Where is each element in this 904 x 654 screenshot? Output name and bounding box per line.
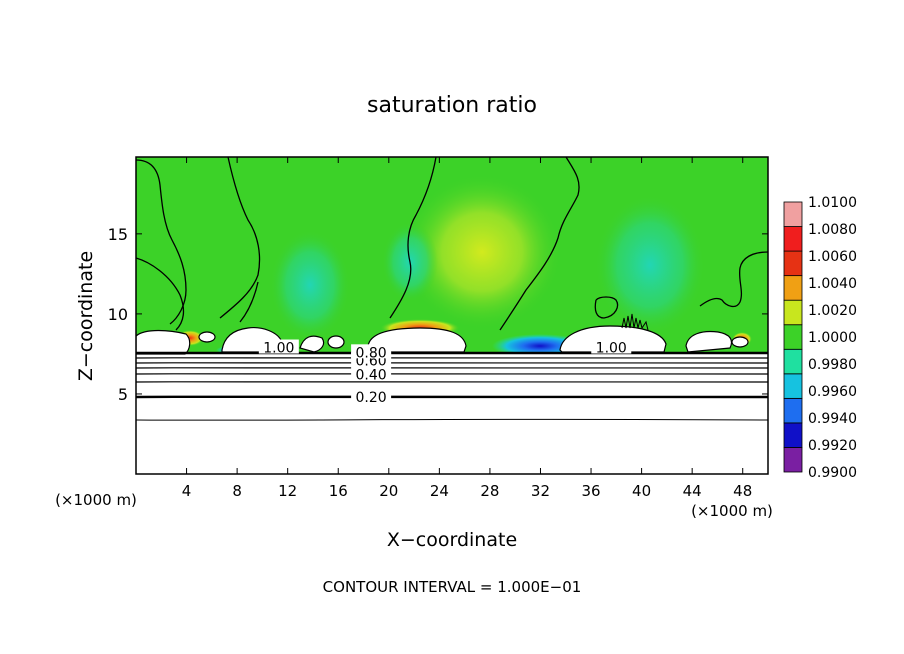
field-cyan-patch-right — [595, 195, 705, 335]
colorbar-label: 1.0020 — [808, 303, 857, 319]
colorbar-band — [783, 348, 803, 375]
x-tick-label: 28 — [480, 482, 499, 500]
y-axis-ticks: 5 10 15 — [108, 225, 768, 404]
colorbar-label: 1.0040 — [808, 276, 857, 292]
contour-label-text: 0.40 — [356, 368, 387, 384]
x-tick-label: 36 — [581, 482, 600, 500]
colorbar-band — [783, 275, 803, 301]
contour-labels: 0.200.400.600.801.00 1.00 — [258, 339, 632, 406]
contour-label: 1.00 — [591, 339, 632, 357]
contour-interval-note: CONTOUR INTERVAL = 1.000E−01 — [323, 578, 582, 596]
y-tick-label: 15 — [108, 225, 128, 244]
colorbar-band — [783, 373, 803, 399]
field-yellow-maximum — [402, 174, 562, 330]
field-cyan-patch-left — [270, 230, 350, 340]
x-tick-label: 32 — [531, 482, 550, 500]
colorbar-label: 1.0060 — [808, 249, 857, 265]
y-tick-label: 10 — [108, 305, 128, 324]
contour-label-text: 1.00 — [263, 341, 294, 357]
contour-label-text: 0.80 — [356, 345, 387, 361]
y-axis-label: Z−coordinate — [75, 251, 97, 381]
colorbar-label: 1.0000 — [808, 330, 857, 346]
colorbar-label: 1.0080 — [808, 222, 857, 238]
x-tick-label: 20 — [379, 482, 398, 500]
colorbar-label: 0.9980 — [808, 357, 857, 373]
contour-label: 0.20 — [351, 389, 392, 406]
colorbar-label: 0.9940 — [808, 411, 857, 427]
x-tick-label: 8 — [232, 482, 242, 500]
x-tick-label: 16 — [329, 482, 348, 500]
colorbar-label: 0.9920 — [808, 438, 857, 454]
x-tick-label: 12 — [278, 482, 297, 500]
x-tick-label: 24 — [430, 482, 449, 500]
chart-title: saturation ratio — [367, 93, 537, 118]
x-axis-ticks: 4 8 12 16 20 24 28 32 36 40 44 48 — [182, 157, 752, 500]
x-tick-label: 48 — [733, 482, 752, 500]
contour-label: 1.00 — [258, 339, 299, 357]
colorbar: 0.9900 0.9920 0.9940 0.9960 0.9980 1.0000 1.00… — [783, 195, 857, 481]
colorbar-band — [783, 299, 803, 326]
cloud-top-spikes — [621, 313, 649, 331]
x-axis-label: X−coordinate — [387, 529, 517, 551]
lower-layer-region — [136, 352, 768, 474]
contour-label-text: 1.00 — [596, 341, 627, 357]
colorbar-label: 0.9900 — [808, 465, 857, 481]
plot-area: 0.200.400.600.801.00 1.00 — [135, 156, 769, 475]
x-unit-label-right: (×1000 m) — [691, 502, 773, 520]
colorbar-band — [783, 226, 803, 252]
contour-lines-lower — [136, 351, 768, 421]
x-tick-label: 44 — [683, 482, 702, 500]
colorbar-band — [783, 201, 803, 227]
colorbar-band — [783, 324, 803, 350]
x-unit-label-left: (×1000 m) — [55, 491, 137, 509]
contour-lines-upper — [136, 157, 768, 331]
colorbar-band — [783, 422, 803, 448]
y-tick-label: 5 — [118, 385, 128, 404]
contour-label-text: 0.20 — [356, 390, 387, 406]
colorbar-label: 1.0100 — [808, 195, 857, 211]
x-tick-label: 4 — [182, 482, 192, 500]
colorbar-band — [783, 250, 803, 277]
plot-frame — [135, 156, 769, 475]
colorbar-band — [783, 447, 803, 473]
colorbar-label: 0.9960 — [808, 384, 857, 400]
x-tick-label: 40 — [632, 482, 651, 500]
colorbar-band — [783, 397, 803, 424]
contour-label: 0.80 — [351, 344, 392, 361]
contour-label: 0.40 — [351, 366, 392, 384]
